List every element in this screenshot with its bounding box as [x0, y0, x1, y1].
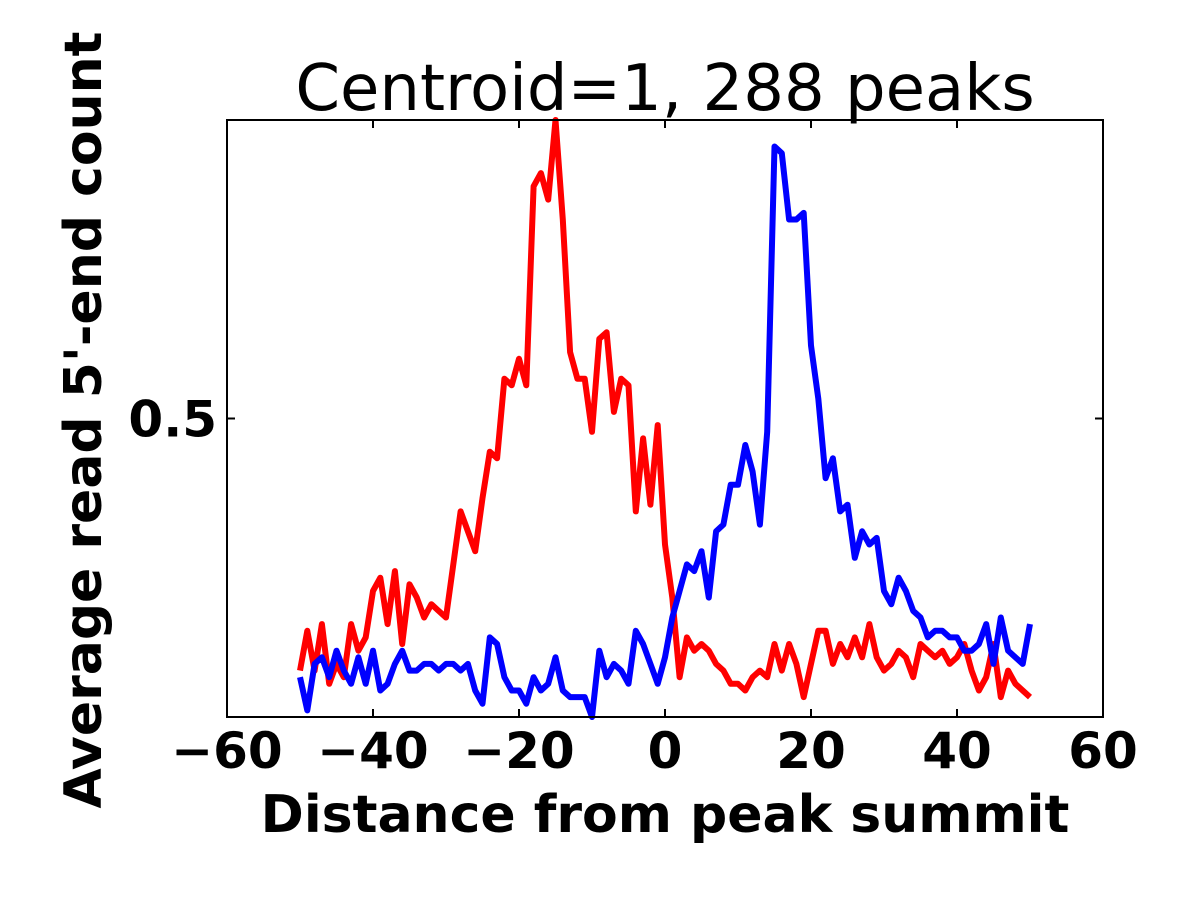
series-layer	[297, 117, 1033, 720]
x-axis-label: Distance from peak summit	[261, 785, 1070, 845]
x-tick-label: 0	[648, 722, 683, 780]
x-tick-label: −60	[171, 722, 282, 780]
plot-frame	[226, 119, 1104, 718]
x-tick-label: −40	[317, 722, 428, 780]
y-axis-label: Average read 5'-end count	[54, 32, 114, 809]
tick-layer: −60 −40 −20 0 20 40 60 0.5	[128, 120, 1138, 780]
x-tick-label: 40	[922, 722, 992, 780]
y-tick-label: 0.5	[128, 391, 217, 449]
series-line-2	[297, 143, 1033, 720]
series-line-1	[297, 117, 1033, 701]
chart-title: Centroid=1, 288 peaks	[295, 52, 1034, 126]
x-tick-label: 60	[1068, 722, 1138, 780]
x-tick-label: 20	[776, 722, 846, 780]
x-tick-label: −20	[463, 722, 574, 780]
